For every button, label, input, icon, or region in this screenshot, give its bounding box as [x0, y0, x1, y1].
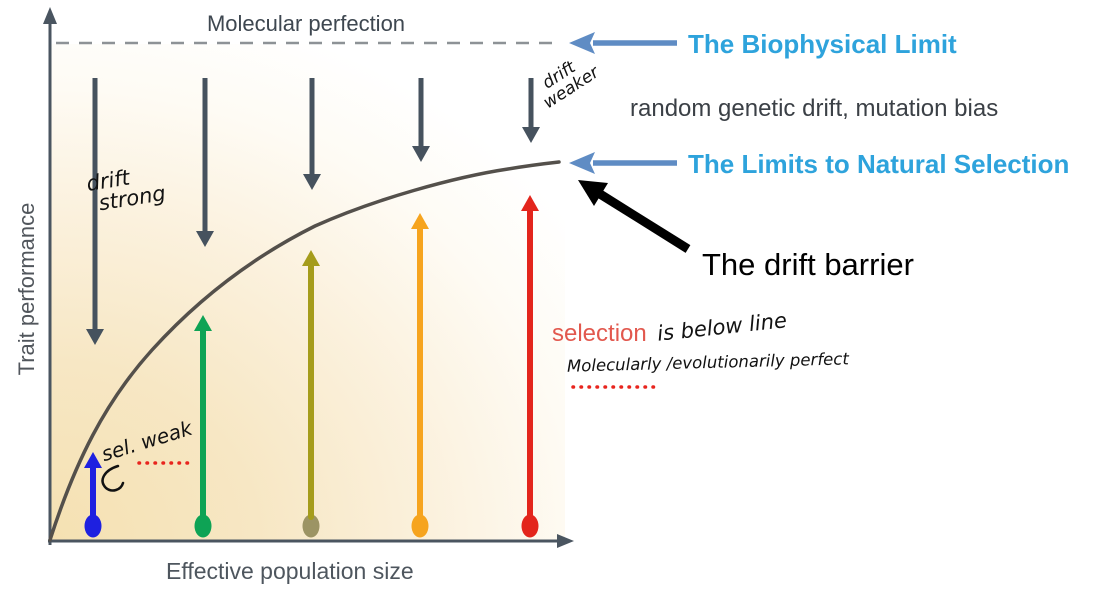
orange-head-icon [411, 213, 429, 229]
blue-dot [84, 514, 102, 538]
blue-head-icon [84, 452, 102, 468]
drift-down-arrows [86, 78, 540, 345]
black-arrow-shaft [597, 190, 691, 253]
olive-dot [302, 514, 320, 538]
biophysical-arrow-head-icon [569, 32, 595, 54]
drift-barrier-pointer-arrow [578, 180, 691, 253]
molecular-perfection-label: Molecular perfection [206, 11, 406, 36]
y-axis-label: Trait performance [14, 202, 39, 376]
y-axis-arrowhead-icon [43, 7, 57, 24]
biophysical-limit-label: The Biophysical Limit [688, 29, 957, 59]
x-axis-arrowhead-icon [557, 534, 574, 548]
green-head-icon [194, 315, 212, 331]
selection-up-arrows [84, 195, 539, 538]
x-axis-label: Effective population size [166, 558, 414, 584]
plot-background-gradient [50, 44, 565, 541]
selection-arrow-orange [411, 213, 429, 538]
selection-arrow-red [521, 195, 539, 538]
drift-barrier-label: The drift barrier [702, 247, 914, 282]
down-arrow-5-head-icon [522, 127, 540, 143]
axes [43, 7, 574, 548]
selection-label: selection [552, 320, 647, 347]
red-head-icon [521, 195, 539, 211]
red-dot [521, 514, 539, 538]
drift-barrier-curve [48, 160, 561, 542]
down-arrow-2-head-icon [196, 231, 214, 247]
selection-arrow-olive [302, 250, 320, 538]
selection-arrow-green [194, 315, 212, 538]
down-arrow-3-head-icon [303, 174, 321, 190]
random-drift-mutation-label: random genetic drift, mutation bias [630, 95, 999, 122]
down-arrow-1-head-icon [86, 329, 104, 345]
curl-pointer-icon [101, 464, 125, 492]
limits-natural-selection-label: The Limits to Natural Selection [688, 149, 1070, 179]
red-dotted-underlines [137, 385, 659, 465]
limits-arrow-head-icon [569, 152, 595, 174]
green-dot [194, 514, 212, 538]
orange-dot [411, 514, 429, 538]
down-arrow-4-head-icon [412, 146, 430, 162]
black-arrow-head-icon [578, 180, 608, 206]
pointer-arrows-blue [569, 32, 677, 174]
olive-head-icon [302, 250, 320, 266]
selection-arrow-blue [84, 452, 102, 538]
